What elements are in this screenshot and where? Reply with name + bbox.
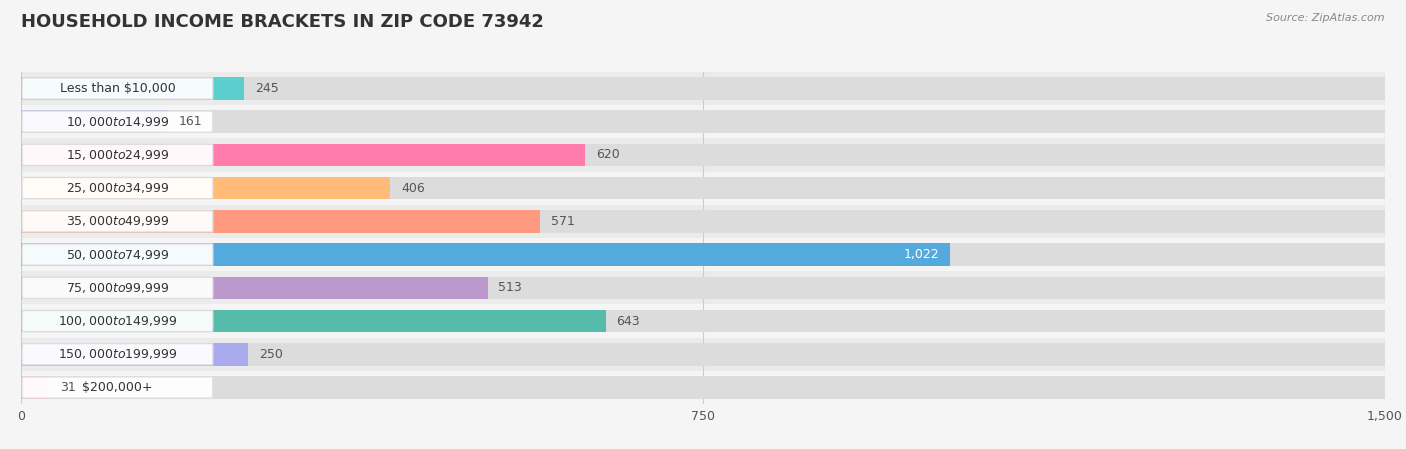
Bar <box>21 144 1385 166</box>
Bar <box>21 310 606 332</box>
Bar <box>21 343 1385 365</box>
Text: $100,000 to $149,999: $100,000 to $149,999 <box>58 314 177 328</box>
FancyBboxPatch shape <box>22 211 212 232</box>
Text: $35,000 to $49,999: $35,000 to $49,999 <box>66 214 169 229</box>
Text: 161: 161 <box>179 115 202 128</box>
Bar <box>21 243 950 266</box>
FancyBboxPatch shape <box>22 177 212 199</box>
Bar <box>21 110 167 133</box>
Bar <box>21 205 1385 238</box>
Text: $150,000 to $199,999: $150,000 to $199,999 <box>58 347 177 361</box>
Bar <box>21 310 1385 332</box>
Text: $200,000+: $200,000+ <box>82 381 153 394</box>
FancyBboxPatch shape <box>22 244 212 265</box>
Text: $10,000 to $14,999: $10,000 to $14,999 <box>66 114 169 129</box>
Text: 250: 250 <box>259 348 283 361</box>
Bar <box>21 338 1385 371</box>
Bar <box>21 77 243 100</box>
Text: $50,000 to $74,999: $50,000 to $74,999 <box>66 247 169 262</box>
Bar <box>21 172 1385 205</box>
Text: 643: 643 <box>617 315 640 327</box>
Text: $15,000 to $24,999: $15,000 to $24,999 <box>66 148 169 162</box>
Bar <box>21 277 488 299</box>
Bar <box>21 177 1385 199</box>
Bar <box>21 210 540 233</box>
Text: $25,000 to $34,999: $25,000 to $34,999 <box>66 181 169 195</box>
Text: $75,000 to $99,999: $75,000 to $99,999 <box>66 281 169 295</box>
Bar <box>21 304 1385 338</box>
Text: Source: ZipAtlas.com: Source: ZipAtlas.com <box>1267 13 1385 23</box>
Text: Less than $10,000: Less than $10,000 <box>59 82 176 95</box>
Bar <box>21 77 1385 100</box>
FancyBboxPatch shape <box>22 310 212 332</box>
Text: 1,022: 1,022 <box>904 248 939 261</box>
Bar <box>21 243 1385 266</box>
FancyBboxPatch shape <box>22 377 212 398</box>
FancyBboxPatch shape <box>22 343 212 365</box>
Text: 571: 571 <box>551 215 575 228</box>
FancyBboxPatch shape <box>22 78 212 99</box>
Text: 513: 513 <box>499 282 522 294</box>
Bar <box>21 72 1385 105</box>
Bar <box>21 277 1385 299</box>
Bar <box>21 110 1385 133</box>
Text: HOUSEHOLD INCOME BRACKETS IN ZIP CODE 73942: HOUSEHOLD INCOME BRACKETS IN ZIP CODE 73… <box>21 13 544 31</box>
FancyBboxPatch shape <box>22 144 212 166</box>
Text: 31: 31 <box>60 381 76 394</box>
FancyBboxPatch shape <box>22 277 212 299</box>
Bar <box>21 138 1385 172</box>
Bar <box>21 376 1385 399</box>
Text: 406: 406 <box>401 182 425 194</box>
FancyBboxPatch shape <box>22 111 212 132</box>
Bar <box>21 343 249 365</box>
Bar <box>21 238 1385 271</box>
Bar <box>21 371 1385 404</box>
Bar <box>21 210 1385 233</box>
Bar <box>21 105 1385 138</box>
Bar <box>21 376 49 399</box>
Text: 245: 245 <box>254 82 278 95</box>
Bar <box>21 144 585 166</box>
Bar <box>21 177 391 199</box>
Text: 620: 620 <box>596 149 620 161</box>
Bar <box>21 271 1385 304</box>
